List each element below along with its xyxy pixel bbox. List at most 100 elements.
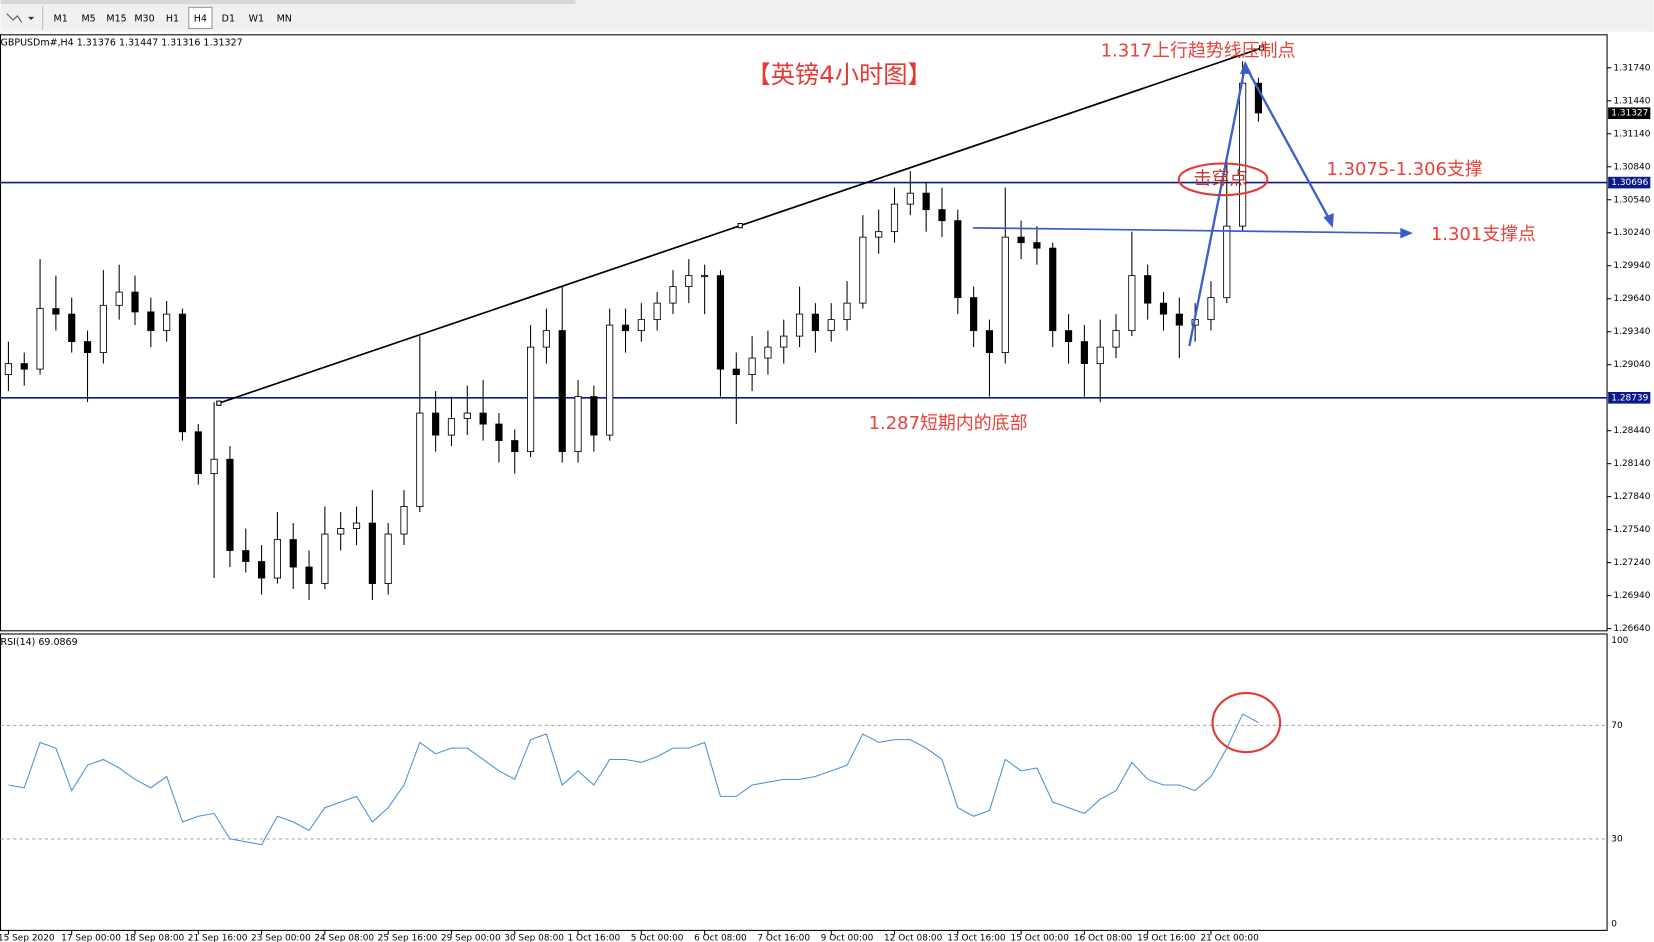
candle-body (1175, 313, 1183, 326)
selected-timeframe (188, 6, 213, 30)
timeframe-button[interactable]: M15 (106, 13, 126, 24)
candle-body (432, 412, 440, 436)
rsi-tick-label: 30 (1611, 834, 1623, 844)
candle-body (764, 346, 772, 359)
y-tick-label: 1.28440 (1613, 426, 1650, 436)
y-tick-label: 1.29640 (1613, 294, 1650, 304)
price-panel (0, 34, 1608, 632)
y-tick-label: 1.30540 (1613, 195, 1650, 205)
y-tick-label: 1.29940 (1613, 261, 1650, 271)
candle-body (685, 275, 693, 288)
chart-header: GBPUSDm#,H4 1.31376 1.31447 1.31316 1.31… (1, 38, 243, 49)
candle-body (1064, 330, 1073, 343)
trendline-handle (216, 400, 222, 406)
y-tick-label: 1.27840 (1613, 492, 1650, 502)
price-tag (1608, 391, 1651, 404)
candle-body (637, 319, 645, 332)
candle-body (447, 418, 456, 436)
candle-body (827, 319, 835, 332)
rsi-tick-label: 70 (1611, 721, 1623, 731)
timeframe-button[interactable]: D1 (222, 13, 235, 24)
candle-body (99, 304, 107, 354)
candle-body (147, 311, 155, 332)
x-tick-label: 24 Sep 08:00 (314, 933, 374, 942)
timeframe-button[interactable]: M1 (54, 13, 68, 24)
candle-body (954, 220, 962, 299)
support-arrow (973, 227, 1404, 234)
candle-body (859, 236, 867, 304)
y-tick-label: 1.26640 (1613, 624, 1650, 634)
rsi-circle (1211, 691, 1282, 754)
arrow-head (1239, 61, 1252, 74)
arrow-head (1323, 213, 1334, 228)
candle-body (590, 396, 598, 436)
candle-body (495, 423, 503, 441)
timeframe-button[interactable]: W1 (249, 13, 264, 24)
rsi-plot: 100 70 30 0 (0, 636, 1629, 930)
timeframe-button[interactable]: MN (277, 13, 292, 24)
arrow-head (1400, 227, 1413, 239)
candle-body (716, 275, 725, 370)
x-tick-label: 21 Sep 16:00 (188, 933, 248, 942)
candle-body (922, 192, 930, 211)
candle-body (463, 412, 471, 420)
timeframe-button[interactable]: H4 (194, 13, 207, 24)
price-tag-label: 1.30696 (1611, 178, 1648, 188)
y-tick-label: 1.31740 (1613, 63, 1650, 73)
candle-body (938, 209, 946, 222)
candle-body (479, 412, 487, 425)
toolbar (0, 0, 1654, 32)
candle-body (970, 297, 978, 332)
breakout-circle (1177, 162, 1269, 197)
candle-body (321, 533, 329, 584)
candle-body (1001, 236, 1009, 354)
candle-body (526, 346, 535, 452)
y-tick-label: 1.29340 (1613, 327, 1650, 337)
candle-body (210, 458, 218, 474)
timeframe-button[interactable]: M5 (81, 13, 95, 24)
candle-body (1033, 242, 1041, 249)
y-tick-label: 1.31440 (1613, 96, 1650, 106)
annotation: 1.287短期内的底部 (869, 413, 1028, 434)
dropdown-arrow[interactable] (27, 16, 35, 21)
candle-body (875, 231, 883, 238)
x-tick-label: 9 Oct 00:00 (821, 933, 874, 942)
candle-body (906, 192, 914, 205)
y-tick-label: 1.30840 (1613, 162, 1650, 172)
candle-body (163, 313, 171, 332)
x-tick-label: 25 Sep 16:00 (378, 933, 438, 942)
current-price-label: 1.31327 (1611, 109, 1648, 119)
candle-body (368, 522, 376, 584)
candle-body (1254, 82, 1263, 114)
candle-body (83, 341, 92, 354)
x-tick-label: 16 Oct 08:00 (1074, 933, 1133, 942)
candle-body (843, 302, 851, 321)
x-tick-label: 6 Oct 08:00 (694, 933, 747, 942)
x-tick-label: 19 Oct 16:00 (1137, 933, 1196, 942)
candle-body (273, 539, 281, 579)
annotation: 1.301支撑点 (1431, 224, 1536, 245)
candle-body (1239, 82, 1247, 227)
x-tick-label: 13 Oct 16:00 (947, 933, 1006, 942)
y-tick-label: 1.30240 (1613, 228, 1650, 238)
chart-tool-icon[interactable] (6, 13, 23, 23)
rsi-tick-label: 0 (1611, 920, 1617, 930)
candle-body (732, 368, 740, 376)
y-tick-label: 1.27240 (1613, 558, 1650, 568)
candle-body (289, 539, 297, 568)
timeframe-button[interactable]: H1 (166, 13, 179, 24)
rsi-tick-label: 100 (1611, 636, 1628, 646)
candle-body (1017, 236, 1025, 244)
candle-body (701, 275, 709, 278)
y-tick-label: 1.31140 (1613, 129, 1650, 139)
y-tick-label: 1.26940 (1613, 591, 1650, 601)
candle-body (985, 330, 994, 354)
x-tick-label: 15 Sep 2020 (0, 933, 55, 942)
rsi-line (8, 713, 1259, 846)
x-tick-label: 18 Sep 08:00 (124, 933, 184, 942)
candle-body (811, 313, 819, 332)
timeframe-button[interactable]: M30 (134, 13, 154, 24)
candle-body (795, 313, 804, 337)
